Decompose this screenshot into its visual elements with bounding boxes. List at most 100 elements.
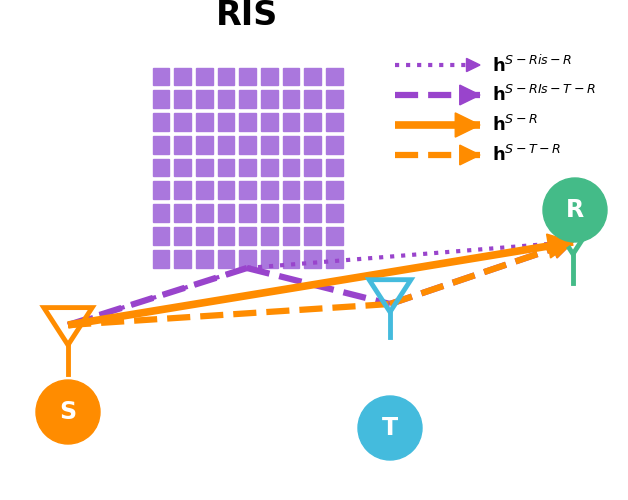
- Text: $\mathbf{h}^{S-R}$: $\mathbf{h}^{S-R}$: [492, 115, 538, 135]
- Bar: [304, 158, 321, 176]
- Bar: [283, 250, 299, 268]
- Bar: [196, 68, 212, 86]
- Bar: [326, 204, 342, 222]
- Bar: [304, 204, 321, 222]
- Bar: [196, 90, 212, 108]
- Bar: [283, 90, 299, 108]
- Bar: [304, 182, 321, 199]
- Bar: [326, 158, 342, 176]
- Bar: [283, 182, 299, 199]
- Bar: [217, 136, 234, 154]
- Bar: [239, 158, 256, 176]
- Polygon shape: [551, 239, 573, 258]
- Bar: [283, 113, 299, 131]
- Bar: [261, 158, 278, 176]
- Bar: [153, 68, 169, 86]
- Polygon shape: [460, 145, 480, 165]
- Bar: [217, 158, 234, 176]
- Polygon shape: [455, 113, 480, 137]
- Polygon shape: [551, 239, 573, 258]
- Bar: [239, 68, 256, 86]
- Circle shape: [358, 396, 422, 460]
- Bar: [174, 204, 191, 222]
- Polygon shape: [467, 58, 480, 71]
- Bar: [239, 182, 256, 199]
- Bar: [326, 90, 342, 108]
- Bar: [239, 136, 256, 154]
- Bar: [304, 136, 321, 154]
- Bar: [153, 113, 169, 131]
- Bar: [217, 250, 234, 268]
- Bar: [196, 182, 212, 199]
- Bar: [283, 136, 299, 154]
- Bar: [174, 182, 191, 199]
- Bar: [153, 90, 169, 108]
- Bar: [283, 227, 299, 244]
- Text: $\mathbf{h}^{S-RIs-T-R}$: $\mathbf{h}^{S-RIs-T-R}$: [492, 85, 596, 105]
- Bar: [174, 250, 191, 268]
- Text: T: T: [382, 416, 398, 440]
- Bar: [283, 68, 299, 86]
- Bar: [196, 136, 212, 154]
- Bar: [261, 90, 278, 108]
- Bar: [174, 113, 191, 131]
- Bar: [196, 227, 212, 244]
- Text: $\mathbf{h}^{S-Ris-R}$: $\mathbf{h}^{S-Ris-R}$: [492, 54, 572, 76]
- Bar: [261, 182, 278, 199]
- Bar: [261, 68, 278, 86]
- Bar: [174, 227, 191, 244]
- Bar: [326, 136, 342, 154]
- Bar: [153, 182, 169, 199]
- Bar: [217, 113, 234, 131]
- Bar: [196, 204, 212, 222]
- Bar: [261, 250, 278, 268]
- Bar: [217, 227, 234, 244]
- Bar: [239, 204, 256, 222]
- Bar: [239, 227, 256, 244]
- Bar: [153, 250, 169, 268]
- Bar: [153, 227, 169, 244]
- Bar: [174, 136, 191, 154]
- Bar: [196, 158, 212, 176]
- Bar: [326, 68, 342, 86]
- Text: RIS: RIS: [216, 0, 278, 32]
- Bar: [153, 204, 169, 222]
- Bar: [217, 182, 234, 199]
- Bar: [261, 113, 278, 131]
- Bar: [326, 113, 342, 131]
- Bar: [304, 90, 321, 108]
- Bar: [304, 113, 321, 131]
- Bar: [174, 90, 191, 108]
- Bar: [196, 113, 212, 131]
- Polygon shape: [460, 85, 480, 105]
- Bar: [239, 90, 256, 108]
- Bar: [217, 68, 234, 86]
- Circle shape: [543, 178, 607, 242]
- Polygon shape: [546, 234, 573, 258]
- Bar: [326, 227, 342, 244]
- Circle shape: [36, 380, 100, 444]
- Bar: [261, 136, 278, 154]
- Bar: [153, 136, 169, 154]
- Bar: [239, 113, 256, 131]
- Bar: [217, 204, 234, 222]
- Bar: [196, 250, 212, 268]
- Bar: [174, 68, 191, 86]
- Bar: [261, 204, 278, 222]
- Text: $\mathbf{h}^{S-T-R}$: $\mathbf{h}^{S-T-R}$: [492, 145, 561, 165]
- Text: R: R: [566, 198, 584, 222]
- Bar: [304, 68, 321, 86]
- Bar: [174, 158, 191, 176]
- Bar: [261, 227, 278, 244]
- Bar: [326, 182, 342, 199]
- Bar: [304, 227, 321, 244]
- Bar: [239, 250, 256, 268]
- Bar: [326, 250, 342, 268]
- Bar: [283, 158, 299, 176]
- Polygon shape: [559, 236, 573, 250]
- Text: S: S: [60, 400, 77, 424]
- Bar: [304, 250, 321, 268]
- Bar: [153, 158, 169, 176]
- Bar: [217, 90, 234, 108]
- Bar: [283, 204, 299, 222]
